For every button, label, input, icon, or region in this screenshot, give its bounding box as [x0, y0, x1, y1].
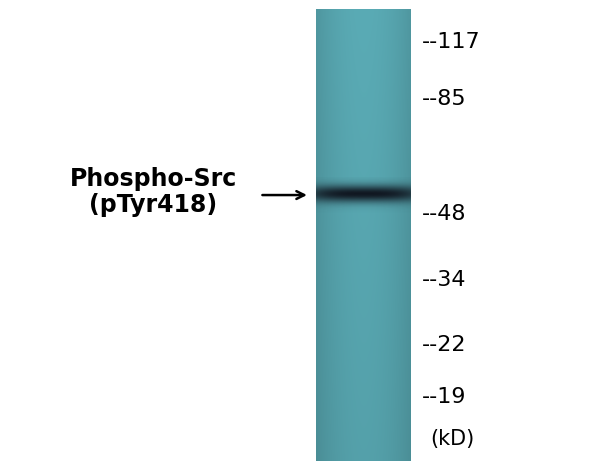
- Text: --22: --22: [422, 336, 466, 355]
- Text: (pTyr418): (pTyr418): [89, 193, 218, 217]
- Text: --48: --48: [422, 204, 466, 224]
- Text: (kD): (kD): [430, 430, 474, 449]
- Text: Phospho-Src: Phospho-Src: [70, 166, 237, 191]
- Text: --34: --34: [422, 270, 466, 290]
- Text: --117: --117: [422, 32, 480, 52]
- Text: --85: --85: [422, 89, 467, 109]
- Text: --19: --19: [422, 387, 466, 407]
